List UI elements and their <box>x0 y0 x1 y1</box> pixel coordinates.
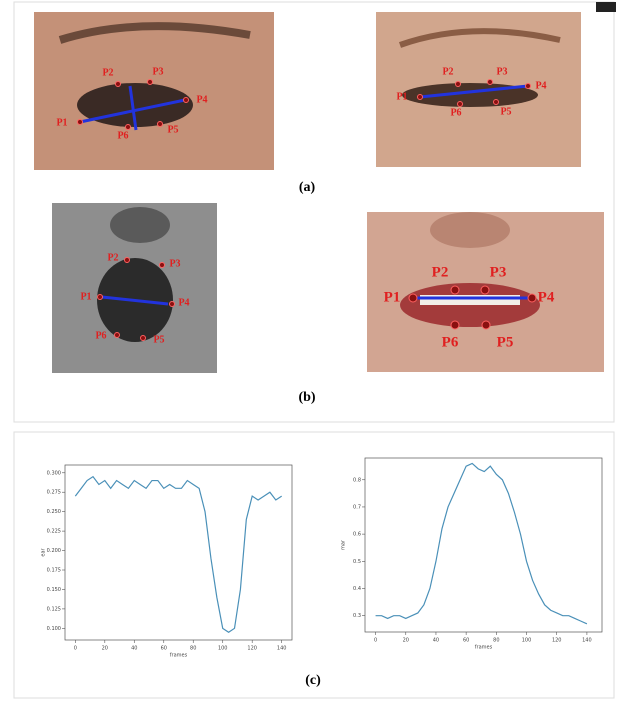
landmark <box>494 100 499 105</box>
nose <box>110 207 170 243</box>
x-tick-label: 80 <box>493 638 499 644</box>
landmark-label: P2 <box>442 66 453 77</box>
y-tick-label: 0.250 <box>47 509 61 515</box>
y-tick-label: 0.8 <box>353 477 361 483</box>
landmark <box>148 80 153 85</box>
y-axis-label: ear <box>41 547 47 556</box>
landmark-label: P1 <box>384 289 401 305</box>
landmark-label: P4 <box>178 297 189 308</box>
x-tick-label: 20 <box>403 638 409 644</box>
landmark-label: P3 <box>496 66 507 77</box>
y-tick-label: 0.100 <box>47 626 61 632</box>
landmark-label: P5 <box>167 124 178 135</box>
y-tick-label: 0.6 <box>353 532 361 538</box>
landmark-label: P3 <box>152 66 163 77</box>
landmark <box>418 95 423 100</box>
landmark <box>184 98 189 103</box>
landmark <box>160 263 165 268</box>
y-tick-label: 0.7 <box>353 504 361 510</box>
y-tick-label: 0.150 <box>47 587 61 593</box>
landmark-label: P5 <box>500 106 511 117</box>
y-tick-label: 0.300 <box>47 470 61 476</box>
y-tick-label: 0.275 <box>47 490 61 496</box>
x-tick-label: 140 <box>582 638 592 644</box>
landmark <box>170 302 175 307</box>
nose <box>430 212 510 248</box>
landmark <box>141 336 146 341</box>
landmark <box>481 286 489 294</box>
panel-label: (a) <box>299 180 316 195</box>
landmark-label: P4 <box>535 80 546 91</box>
y-axis-label: mar <box>341 539 347 550</box>
plot-area <box>365 458 602 632</box>
landmark-label: P1 <box>396 91 407 102</box>
y-tick-label: 0.200 <box>47 548 61 554</box>
y-tick-label: 0.3 <box>353 613 361 619</box>
x-tick-label: 60 <box>161 646 167 652</box>
line-chart: 0.300 0.275 0.250 0.225 0.200 0.175 0.150 0.125… <box>41 465 293 659</box>
x-tick-label: 140 <box>277 646 287 652</box>
y-tick-label: 0.4 <box>353 586 361 592</box>
landmark-label: P5 <box>153 334 164 345</box>
landmark <box>78 120 83 125</box>
figure: (a) (b) (c) P1 P2 P3 P4 P5 P6 P1 P2 P3 P4 P5 P6 P1 P2… <box>0 0 619 702</box>
x-tick-label: 60 <box>463 638 469 644</box>
landmark <box>451 321 459 329</box>
landmark <box>488 80 493 85</box>
x-tick-label: 0 <box>374 638 377 644</box>
landmark <box>126 125 131 130</box>
y-tick-label: 0.5 <box>353 559 361 565</box>
line-chart: 0.3 0.4 0.5 0.6 0.7 0.8 0 20 40 60 80 100 120 140 fram… <box>341 458 603 651</box>
landmark-label: P2 <box>432 264 449 280</box>
landmark <box>115 333 120 338</box>
x-tick-label: 0 <box>74 646 77 652</box>
y-tick-label: 0.125 <box>47 606 61 612</box>
landmark-label: P4 <box>538 289 555 305</box>
x-tick-label: 80 <box>190 646 196 652</box>
landmark <box>158 122 163 127</box>
landmark-label: P6 <box>450 107 461 118</box>
landmark <box>125 258 130 263</box>
x-tick-label: 40 <box>131 646 137 652</box>
landmark-label: P1 <box>56 117 67 128</box>
x-tick-label: 120 <box>552 638 562 644</box>
y-tick-label: 0.225 <box>47 529 61 535</box>
landmark-label: P2 <box>107 252 118 263</box>
landmark <box>458 102 463 107</box>
plot-area <box>65 465 292 640</box>
landmark-label: P4 <box>196 94 207 105</box>
panel-label: (b) <box>298 390 315 405</box>
x-tick-label: 100 <box>218 646 228 652</box>
x-tick-label: 100 <box>522 638 532 644</box>
x-axis-label: frames <box>475 645 493 651</box>
x-tick-label: 40 <box>433 638 439 644</box>
landmark-label: P2 <box>102 67 113 78</box>
landmark-label: P6 <box>117 130 128 141</box>
landmark <box>451 286 459 294</box>
x-axis-label: frames <box>170 653 188 659</box>
landmark <box>456 82 461 87</box>
landmark-label: P1 <box>80 291 91 302</box>
landmark <box>98 295 103 300</box>
x-tick-label: 120 <box>247 646 257 652</box>
panel-label: (c) <box>305 673 321 688</box>
landmark-label: P6 <box>95 330 106 341</box>
x-tick-label: 20 <box>102 646 108 652</box>
landmark <box>409 294 417 302</box>
landmark-label: P6 <box>442 334 459 350</box>
landmark <box>116 82 121 87</box>
landmark-label: P3 <box>490 264 507 280</box>
landmark <box>526 84 531 89</box>
landmark <box>482 321 490 329</box>
landmark-label: P3 <box>169 258 180 269</box>
landmark <box>528 294 536 302</box>
y-tick-label: 0.175 <box>47 568 61 574</box>
corner-mark <box>596 2 616 12</box>
landmark-label: P5 <box>497 334 514 350</box>
